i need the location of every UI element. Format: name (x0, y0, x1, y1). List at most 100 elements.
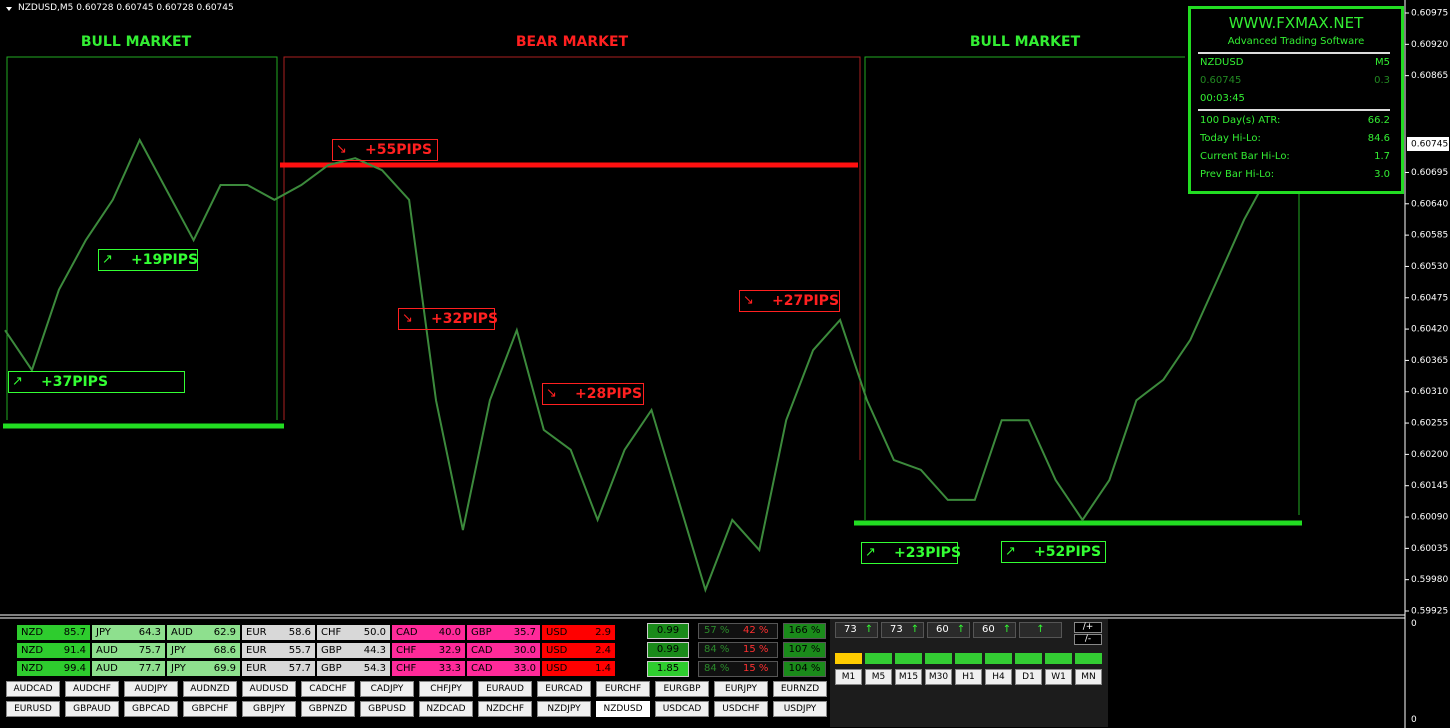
pair-button[interactable]: EURAUD (478, 681, 532, 697)
arrow-icon: ↗ (865, 545, 876, 560)
pair-button[interactable]: EURCHF (596, 681, 650, 697)
tf-button[interactable]: M30 (925, 669, 952, 685)
strength-cell: JPY 68.6 (167, 643, 240, 658)
tf-score: 60 ↑ (973, 622, 1016, 638)
arrow-icon: ↑ (910, 624, 920, 635)
arrow-icon: ↗ (102, 252, 113, 267)
tf-bar (925, 653, 952, 664)
strength-value: 62.9 (213, 627, 236, 638)
pair-button[interactable]: EURCAD (537, 681, 591, 697)
tf-bar (1075, 653, 1102, 664)
pair-button[interactable]: GBPAUD (65, 701, 119, 717)
tf-bar (1015, 653, 1042, 664)
pair-button[interactable]: USDCAD (655, 701, 709, 717)
strength-cell: CAD 30.0 (467, 643, 540, 658)
arrow-icon: ↘ (402, 311, 413, 326)
strength-cell: CAD 33.0 (467, 661, 540, 676)
y-tick-label: 0.60035 (1411, 544, 1448, 554)
percent-box (698, 642, 778, 658)
tf-button[interactable]: D1 (1015, 669, 1042, 685)
pip-label: +37PIPS (8, 371, 185, 393)
strength-cell: CAD 40.0 (392, 625, 465, 640)
pair-button[interactable]: CADJPY (360, 681, 414, 697)
menu-icon[interactable] (6, 7, 12, 11)
y-tick-label: 0.60920 (1411, 40, 1448, 50)
pair-button[interactable]: USDJPY (773, 701, 827, 717)
pair-button[interactable]: GBPCAD (124, 701, 178, 717)
strength-value: 55.7 (288, 645, 311, 656)
strength-value: 69.9 (213, 663, 236, 674)
pair-button[interactable]: NZDCHF (478, 701, 532, 717)
strength-value: 57.7 (288, 663, 311, 674)
y-tick-label: 0.59925 (1411, 607, 1448, 617)
strength-value: 30.0 (513, 645, 536, 656)
total: 104 % (783, 661, 826, 677)
pair-button[interactable]: EURNZD (773, 681, 827, 697)
pair-button[interactable]: GBPCHF (183, 701, 237, 717)
tf-button[interactable]: H4 (985, 669, 1012, 685)
y-tick-label: 0.60310 (1411, 387, 1448, 397)
tf-button[interactable]: MN (1075, 669, 1102, 685)
strength-cell: USD 2.9 (542, 625, 615, 640)
pip-label: +23PIPS (861, 542, 961, 564)
strength-value: 40.0 (438, 627, 461, 638)
pair-button[interactable]: AUDCHF (65, 681, 119, 697)
tf-bar (865, 653, 892, 664)
ratio: 0.99 (647, 623, 689, 639)
pair-button[interactable]: NZDCAD (419, 701, 473, 717)
tf-button[interactable]: M15 (895, 669, 922, 685)
pair-button[interactable]: EURGBP (655, 681, 709, 697)
tf-score: 60 ↑ (927, 622, 970, 638)
pair-button[interactable]: CHFJPY (419, 681, 473, 697)
percent-down: 42 % (743, 625, 769, 636)
pair-button[interactable]: GBPUSD (360, 701, 414, 717)
strength-cell: USD 1.4 (542, 661, 615, 676)
pair-button[interactable]: NZDUSD (596, 701, 650, 717)
divider (1198, 109, 1390, 111)
strength-cell: AUD 62.9 (167, 625, 240, 640)
strength-cell: EUR 57.7 (242, 661, 315, 676)
pair-button[interactable]: GBPNZD (301, 701, 355, 717)
tf-score: 73 ↑ (881, 622, 924, 638)
zoom-button[interactable]: /- (1074, 634, 1102, 645)
tf-bar (835, 653, 862, 664)
pair-button[interactable]: EURJPY (714, 681, 768, 697)
pair-button[interactable]: EURUSD (6, 701, 60, 717)
pair-button[interactable]: GBPJPY (242, 701, 296, 717)
tf-button[interactable]: H1 (955, 669, 982, 685)
strength-cell: GBP 35.7 (467, 625, 540, 640)
tf-button[interactable]: M1 (835, 669, 862, 685)
pair-button[interactable]: AUDNZD (183, 681, 237, 697)
panel-spread: 0.3 (1374, 75, 1390, 86)
y-tick-label: 0.60640 (1411, 199, 1448, 209)
pip-label: +32PIPS (398, 308, 498, 330)
pair-button[interactable]: CADCHF (301, 681, 355, 697)
pair-button[interactable]: USDCHF (714, 701, 768, 717)
pair-button[interactable]: NZDJPY (537, 701, 591, 717)
pair-button[interactable]: AUDCAD (6, 681, 60, 697)
pair-button[interactable]: AUDUSD (242, 681, 296, 697)
pip-label: +28PIPS (542, 383, 644, 405)
pip-label: +55PIPS (332, 139, 438, 161)
zoom-button[interactable]: /+ (1074, 622, 1102, 633)
tf-bar (985, 653, 1012, 664)
strength-cell: JPY 64.3 (92, 625, 165, 640)
tf-button[interactable]: W1 (1045, 669, 1072, 685)
y-tick-label: 0.60695 (1411, 168, 1448, 178)
tf-button[interactable]: M5 (865, 669, 892, 685)
strength-value: 64.3 (138, 627, 161, 638)
y-tick-label: 0.60090 (1411, 513, 1448, 523)
region-label: BEAR MARKET (515, 34, 629, 50)
percent-up: 57 % (704, 625, 730, 636)
y-tick-label: 0.60255 (1411, 419, 1448, 429)
y-tick-label: 0.60530 (1411, 262, 1448, 272)
pair-button[interactable]: AUDJPY (124, 681, 178, 697)
percent-up: 84 % (704, 663, 730, 674)
strength-cell: CHF 32.9 (392, 643, 465, 658)
strength-cell: EUR 55.7 (242, 643, 315, 658)
strength-value: 91.4 (63, 645, 86, 656)
strength-cell: CHF 33.3 (392, 661, 465, 676)
plot-area (0, 0, 1405, 615)
